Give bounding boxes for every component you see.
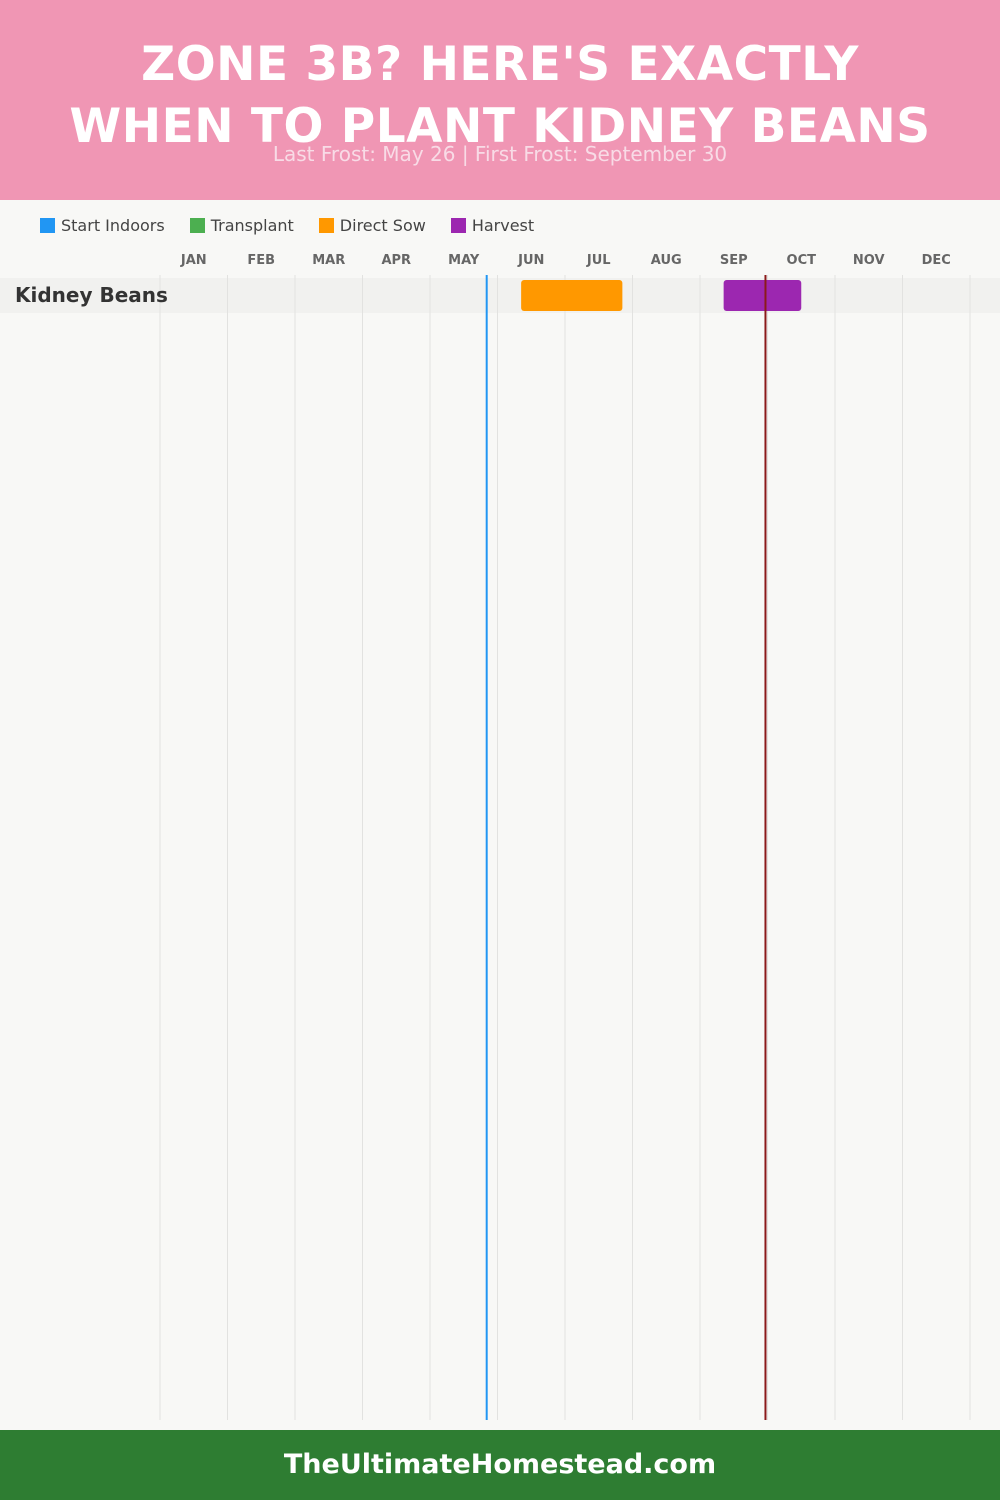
footer-site-link[interactable]: TheUltimateHomestead.com (283, 1449, 717, 1480)
bar-harvest (723, 280, 802, 311)
month-label-oct: OCT (787, 253, 817, 268)
title-line-2: WHEN TO PLANT KIDNEY BEANS (69, 99, 931, 154)
legend-item-direct-sow: Direct Sow (318, 215, 426, 235)
legend-label-harvest: Harvest (471, 215, 535, 235)
month-label-mar: MAR (312, 253, 345, 268)
legend-swatch-transplant (189, 217, 205, 233)
legend-swatch-harvest (450, 217, 466, 233)
month-label-feb: FEB (247, 253, 275, 268)
row-background (0, 278, 1000, 313)
page-title: ZONE 3B? HERE'S EXACTLY WHEN TO PLANT KI… (0, 34, 1000, 158)
month-label-sep: SEP (720, 253, 748, 268)
legend-label-transplant: Transplant (210, 215, 294, 235)
legend-item-harvest: Harvest (450, 215, 535, 235)
header-banner: ZONE 3B? HERE'S EXACTLY WHEN TO PLANT KI… (0, 0, 1000, 200)
legend-swatch-start-indoors (40, 217, 55, 233)
crop-label: Kidney Beans (15, 283, 168, 307)
legend: Start Indoors Transplant Direct Sow Harv… (40, 214, 559, 236)
legend-item-start-indoors: Start Indoors (40, 216, 165, 235)
frost-dates-subtitle: Last Frost: May 26 | First Frost: Septem… (272, 142, 728, 166)
legend-swatch-direct-sow (318, 217, 334, 233)
month-label-aug: AUG (651, 253, 682, 268)
month-label-nov: NOV (853, 253, 885, 268)
planting-calendar-chart: JAN FEB MAR APR MAY JUN JUL AUG SEP OCT NOV DEC Kidn… (0, 253, 1000, 1420)
legend-item-transplant: Transplant (189, 215, 294, 235)
month-label-apr: APR (381, 253, 411, 268)
legend-label-start-indoors: Start Indoors (61, 215, 165, 235)
month-label-jan: JAN (180, 253, 207, 268)
month-label-jun: JUN (517, 253, 544, 268)
footer-banner: TheUltimateHomestead.com (0, 1430, 1000, 1500)
month-label-dec: DEC (922, 253, 951, 268)
title-line-1: ZONE 3B? HERE'S EXACTLY (141, 37, 859, 92)
legend-label-direct-sow: Direct Sow (339, 215, 426, 235)
month-label-may: MAY (448, 253, 480, 268)
month-label-jul: JUL (586, 253, 611, 268)
bar-direct-sow (521, 280, 623, 311)
